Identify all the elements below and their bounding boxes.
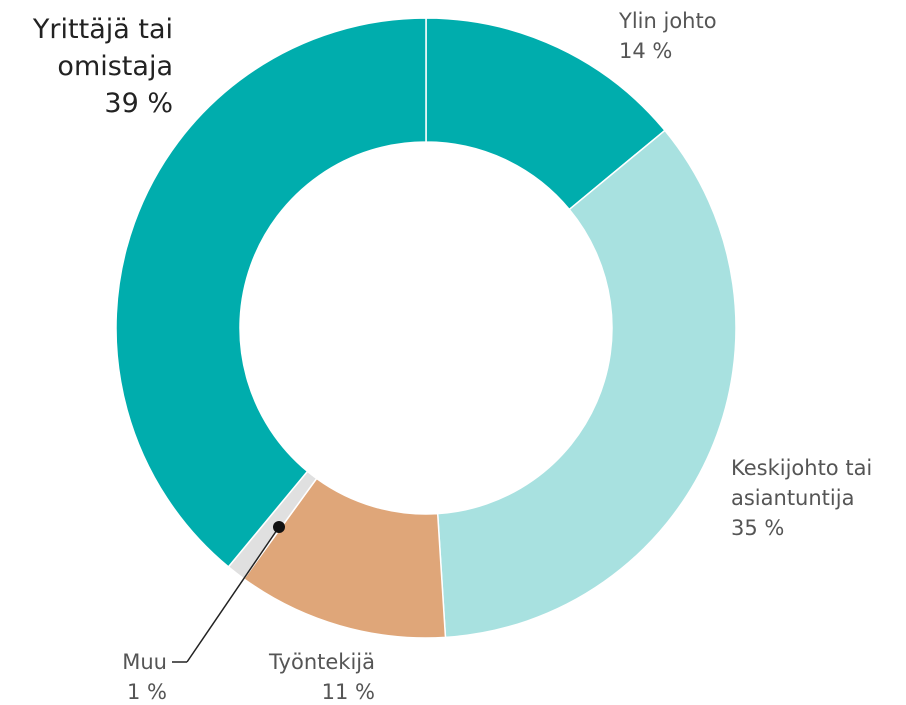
category-label: Keskijohto tai asiantuntija [731, 456, 873, 510]
category-label: Ylin johto [619, 9, 717, 33]
category-label: Muu [122, 650, 167, 674]
label: Keskijohto tai asiantuntija 35 % [731, 453, 901, 543]
value-label: 39 % [104, 88, 173, 119]
value-label: 11 % [321, 680, 375, 704]
category-label: Yrittäjä tai omistaja [32, 14, 173, 82]
value-label: 14 % [619, 39, 673, 63]
value-label: 35 % [731, 516, 785, 540]
leader-line [186, 526, 280, 663]
label: Työntekijä 11 % [175, 647, 375, 705]
label: Ylin johto 14 % [619, 6, 819, 66]
donut-segment [436, 129, 737, 639]
value-label: 1 % [127, 680, 167, 704]
label: Muu 1 % [67, 647, 167, 705]
leader-dot [273, 521, 285, 533]
label: Yrittäjä tai omistaja 39 % [3, 11, 173, 122]
donut-segment [115, 17, 427, 568]
category-label: Työntekijä [269, 650, 375, 674]
